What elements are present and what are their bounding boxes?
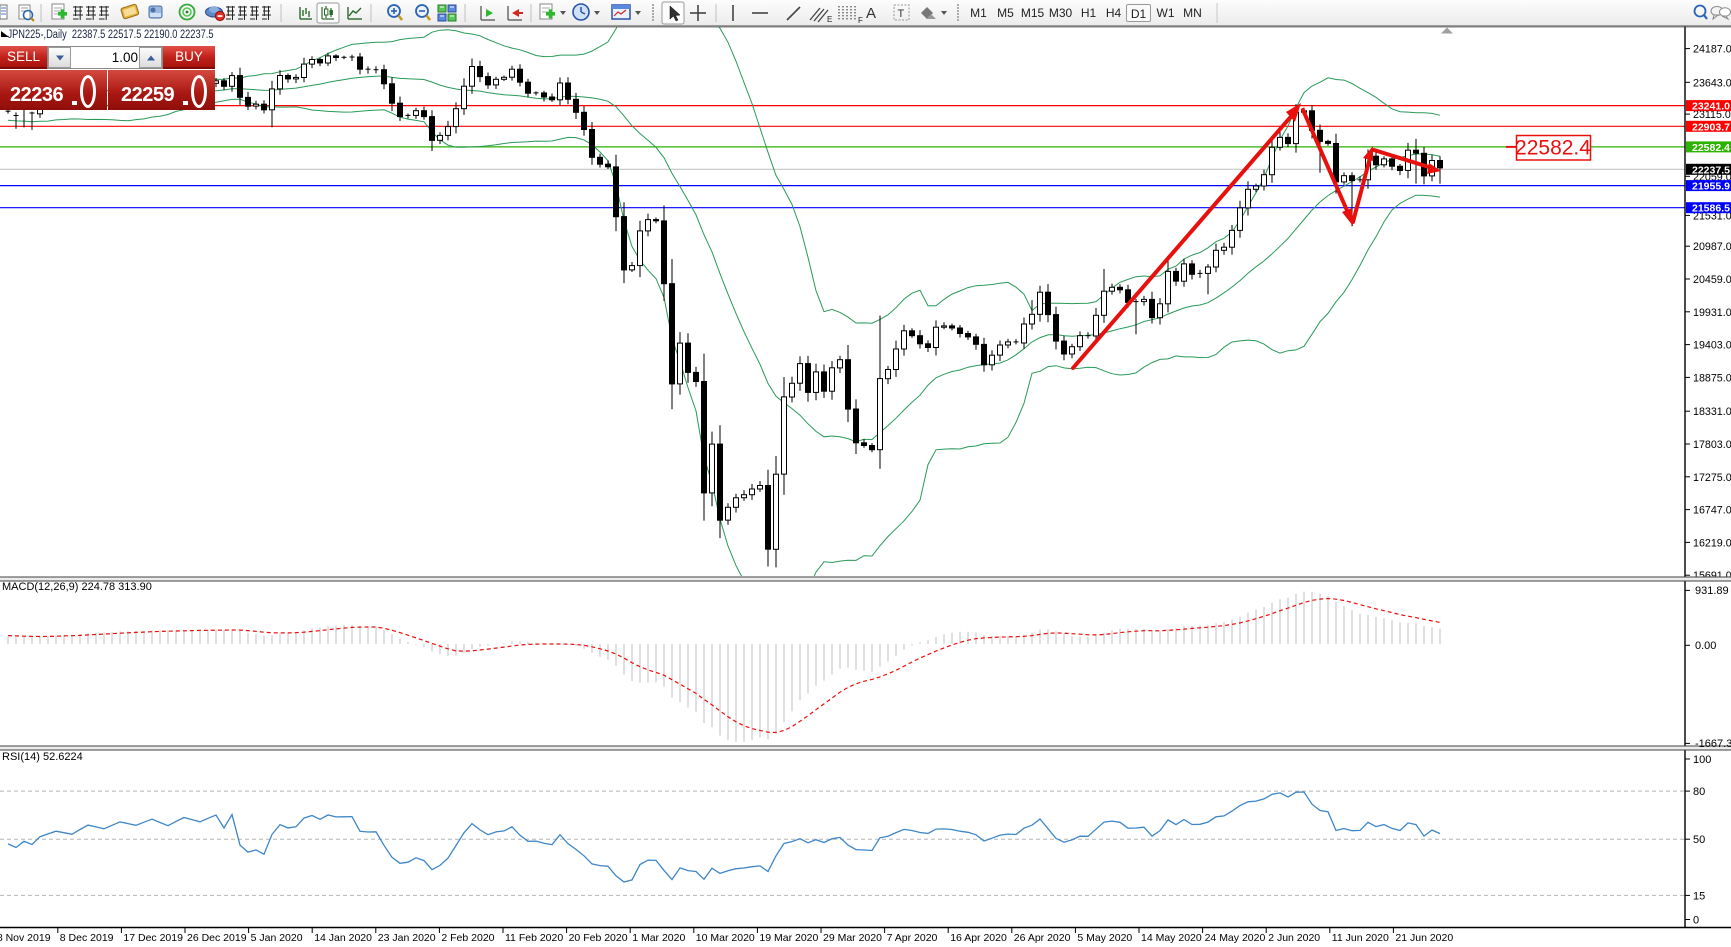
svg-text:T: T: [898, 8, 905, 20]
svg-text:100: 100: [1693, 754, 1711, 766]
svg-text:18331.0: 18331.0: [1693, 406, 1731, 418]
svg-text:14 Jan 2020: 14 Jan 2020: [314, 932, 372, 944]
svg-text:26 Apr 2020: 26 Apr 2020: [1014, 932, 1071, 944]
svg-text:17803.0: 17803.0: [1693, 439, 1731, 451]
svg-text:18875.0: 18875.0: [1693, 372, 1731, 384]
svg-text:21586.5: 21586.5: [1692, 203, 1730, 215]
svg-text:24187.0: 24187.0: [1693, 44, 1731, 56]
svg-text:50: 50: [1693, 834, 1705, 846]
svg-text:19403.0: 19403.0: [1693, 340, 1731, 352]
svg-text:14 May 2020: 14 May 2020: [1141, 932, 1202, 944]
svg-text:22237.5: 22237.5: [1692, 164, 1730, 176]
svg-text:21531.0: 21531.0: [1693, 210, 1731, 222]
svg-text:26 Dec 2019: 26 Dec 2019: [187, 932, 247, 944]
svg-text:20459.0: 20459.0: [1693, 274, 1731, 286]
svg-text:80: 80: [1693, 786, 1705, 798]
svg-text:22903.7: 22903.7: [1692, 121, 1730, 133]
svg-text:0.00: 0.00: [1695, 640, 1716, 652]
svg-text:2 Feb 2020: 2 Feb 2020: [441, 932, 494, 944]
svg-text:17275.0: 17275.0: [1693, 472, 1731, 484]
svg-text:931.89: 931.89: [1695, 585, 1729, 597]
svg-text:22582.4: 22582.4: [1692, 142, 1730, 154]
svg-text:10 Mar 2020: 10 Mar 2020: [696, 932, 755, 944]
svg-text:23 Jan 2020: 23 Jan 2020: [378, 932, 436, 944]
svg-text:21 Jun 2020: 21 Jun 2020: [1395, 932, 1453, 944]
svg-text:7 Apr 2020: 7 Apr 2020: [887, 932, 938, 944]
svg-text:0: 0: [1693, 915, 1699, 927]
svg-text:F: F: [858, 16, 863, 25]
svg-text:21955.9: 21955.9: [1692, 181, 1730, 193]
svg-text:28 Nov 2019: 28 Nov 2019: [0, 932, 51, 944]
svg-text:11 Feb 2020: 11 Feb 2020: [505, 932, 563, 944]
svg-text:11 Jun 2020: 11 Jun 2020: [1332, 932, 1389, 944]
svg-text:23115.0: 23115.0: [1693, 109, 1731, 121]
svg-text:1 Mar 2020: 1 Mar 2020: [632, 932, 685, 944]
svg-text:19 Mar 2020: 19 Mar 2020: [759, 932, 818, 944]
svg-text:JPN225-,Daily 22387.5 22517.5: JPN225-,Daily 22387.5 22517.5 22190.0 22…: [8, 29, 214, 41]
svg-text:23241.0: 23241.0: [1692, 101, 1730, 113]
svg-text:15: 15: [1693, 890, 1705, 902]
svg-text:17 Dec 2019: 17 Dec 2019: [123, 932, 183, 944]
svg-text:RSI(14) 52.6224: RSI(14) 52.6224: [2, 751, 83, 763]
svg-text:A: A: [866, 5, 876, 22]
svg-text:29 Mar 2020: 29 Mar 2020: [823, 932, 882, 944]
svg-text:22582.4: 22582.4: [1515, 137, 1591, 160]
svg-text:8 Dec 2019: 8 Dec 2019: [60, 932, 114, 944]
svg-text:16219.0: 16219.0: [1693, 537, 1731, 549]
svg-text:2 Jun 2020: 2 Jun 2020: [1268, 932, 1320, 944]
svg-text:20987.0: 20987.0: [1693, 241, 1731, 253]
svg-text:5 Jan 2020: 5 Jan 2020: [251, 932, 303, 944]
svg-text:E: E: [827, 15, 832, 24]
svg-text:19931.0: 19931.0: [1693, 307, 1731, 319]
svg-text:5 May 2020: 5 May 2020: [1077, 932, 1132, 944]
svg-text:23643.0: 23643.0: [1693, 77, 1731, 89]
svg-text:-1667.31: -1667.31: [1695, 738, 1731, 750]
svg-text:16747.0: 16747.0: [1693, 505, 1731, 517]
svg-text:20 Feb 2020: 20 Feb 2020: [569, 932, 628, 944]
svg-text:16 Apr 2020: 16 Apr 2020: [950, 932, 1007, 944]
svg-text:24 May 2020: 24 May 2020: [1205, 932, 1266, 944]
svg-text:MACD(12,26,9) 224.78 313.90: MACD(12,26,9) 224.78 313.90: [2, 581, 152, 593]
